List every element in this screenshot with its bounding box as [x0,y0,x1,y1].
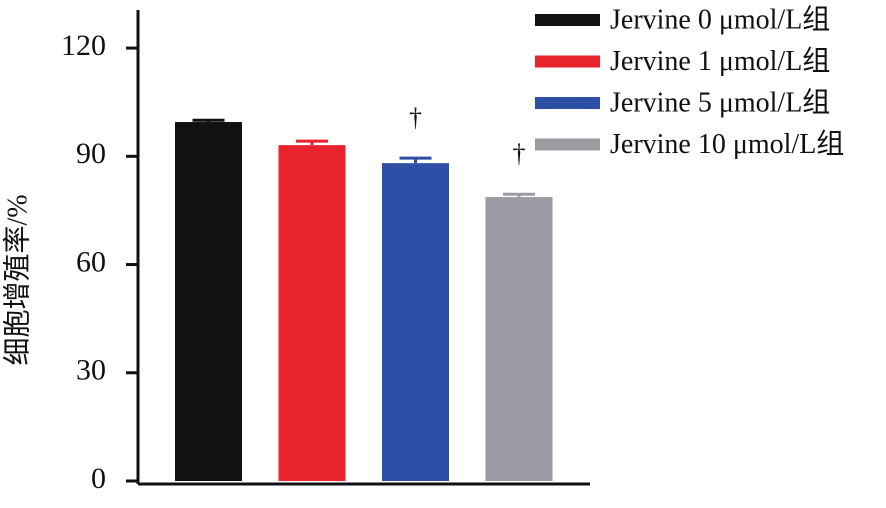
error-bar [192,118,225,123]
y-tick-label: 0 [91,462,106,495]
error-bar [399,156,432,164]
legend-swatch [535,97,600,109]
y-tick-label: 30 [76,354,106,387]
annotation: † [409,103,422,132]
legend-label: Jervine 1 μmol/L组 [610,45,830,77]
bar [485,197,553,481]
annotation: † [513,139,526,168]
error-bar [296,139,328,146]
y-tick-label: 120 [61,29,106,62]
error-bar [503,192,535,198]
y-tick-label: 90 [76,137,106,170]
legend-label: Jervine 10 μmol/L组 [610,128,844,160]
bar [278,145,346,481]
legend-label: Jervine 0 μmol/L组 [610,3,830,35]
bar [175,122,242,482]
legend-swatch [535,55,600,68]
bar [382,163,449,482]
legend-swatch [535,14,600,26]
legend-label: Jervine 5 μmol/L组 [610,86,830,118]
y-tick-label: 60 [76,245,106,278]
y-axis-label: 细胞增殖率/% [1,194,33,365]
legend-swatch [535,138,600,151]
